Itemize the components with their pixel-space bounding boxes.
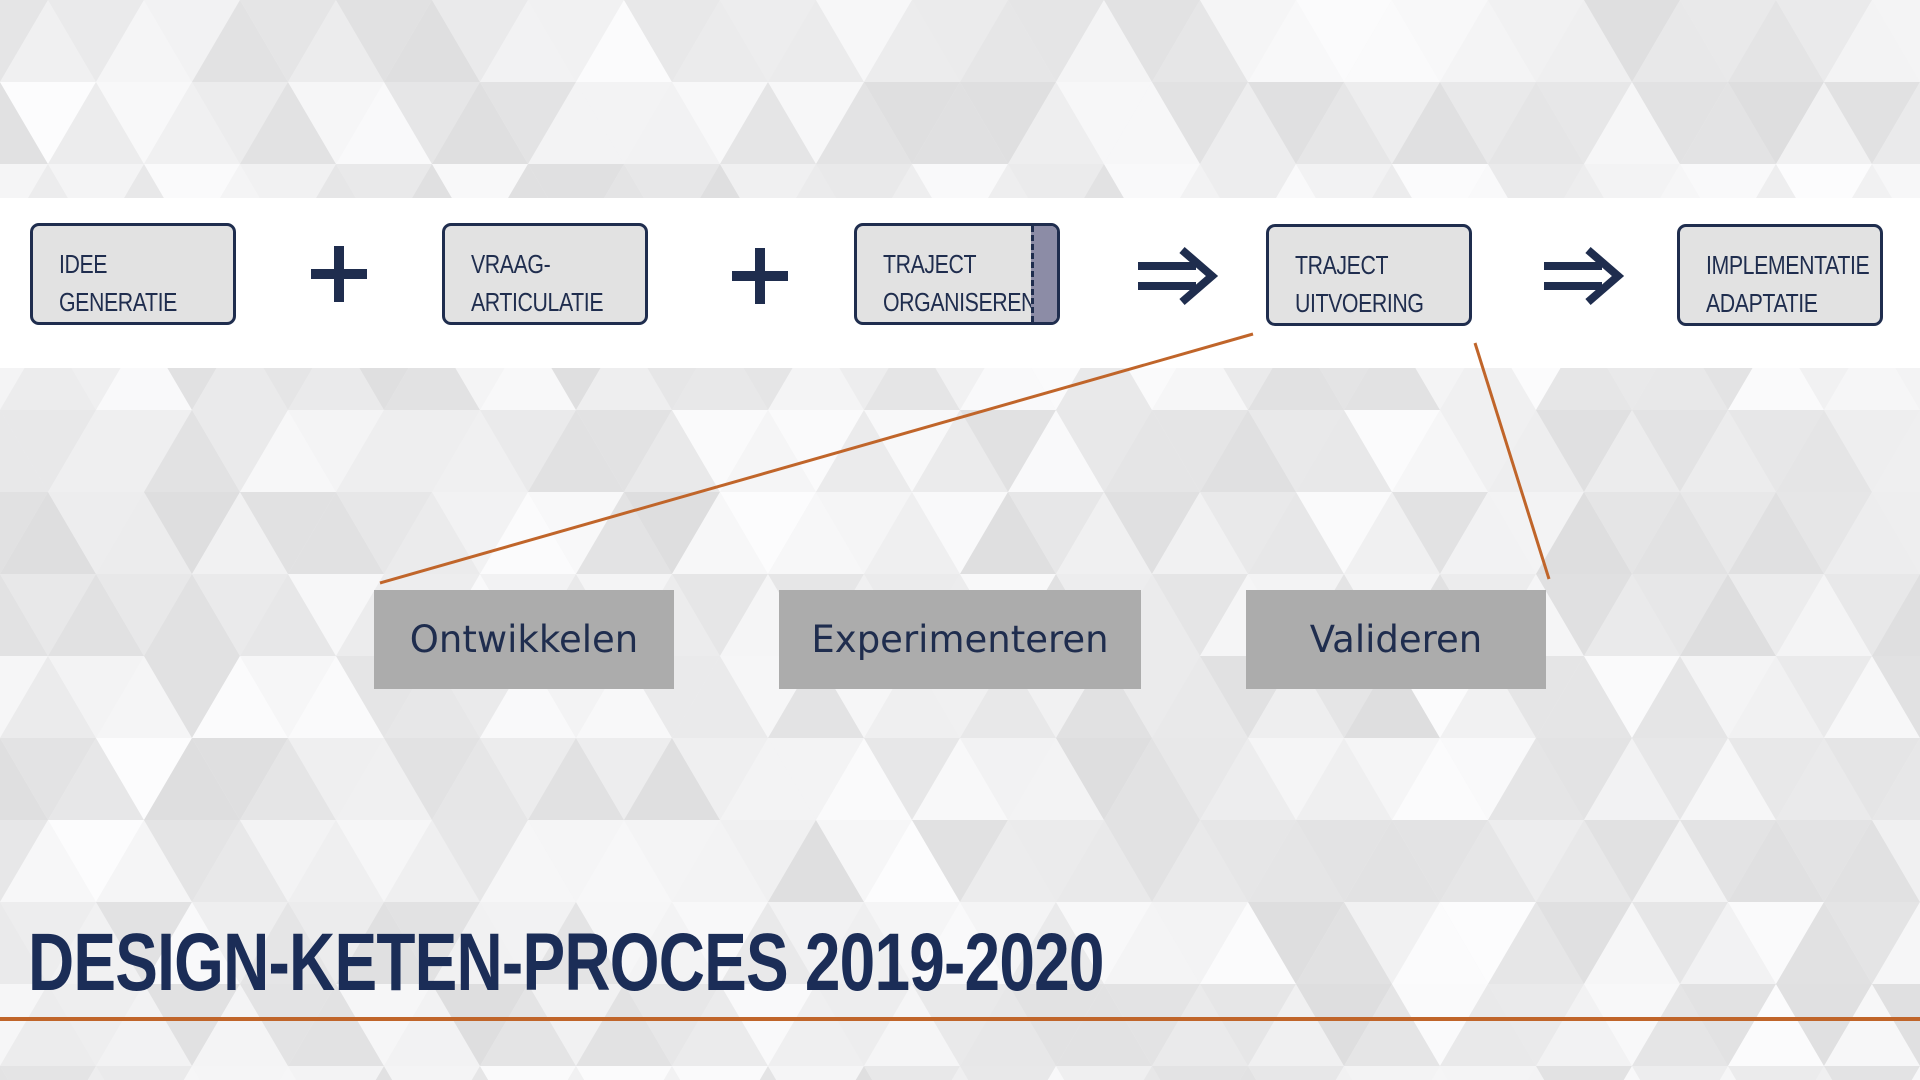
step-label-line2: ARTICULATIE [471,287,604,317]
step-label-line2: UITVOERING [1295,288,1424,318]
step-label-line1: IMPLEMENTATIE [1706,250,1870,280]
step-label-line1: IDEE [59,249,108,279]
step-label-line2: GENERATIE [59,287,177,317]
connector-to-ontwikkelen [379,332,1254,585]
double-arrow-icon [1136,244,1220,313]
step-traject-uitvoering: TRAJECT UITVOERING [1266,224,1472,326]
title-underline [0,1017,1920,1021]
dashed-strip [1031,226,1057,322]
step-idee-generatie: IDEE GENERATIE [30,223,236,325]
step-label-line2: ORGANISEREN [883,287,1037,317]
step-vraag-articulatie: VRAAG- ARTICULATIE [442,223,648,325]
plus-icon [309,244,369,309]
substep-valideren: Valideren [1246,590,1546,689]
step-traject-organiseren: TRAJECT ORGANISEREN [854,223,1060,325]
connector-to-valideren [1473,342,1551,580]
page-title: DESIGN-KETEN-PROCES 2019-2020 [28,917,1105,1008]
substep-experimenteren: Experimenteren [779,590,1141,689]
step-label-line2: ADAPTATIE [1706,288,1818,318]
plus-icon [730,246,790,311]
double-arrow-icon [1542,244,1626,313]
substep-ontwikkelen: Ontwikkelen [374,590,674,689]
step-implementatie-adaptatie: IMPLEMENTATIE ADAPTATIE [1677,224,1883,326]
step-label-line1: TRAJECT [883,249,977,279]
step-label-line1: TRAJECT [1295,250,1389,280]
step-label-line1: VRAAG- [471,249,551,279]
